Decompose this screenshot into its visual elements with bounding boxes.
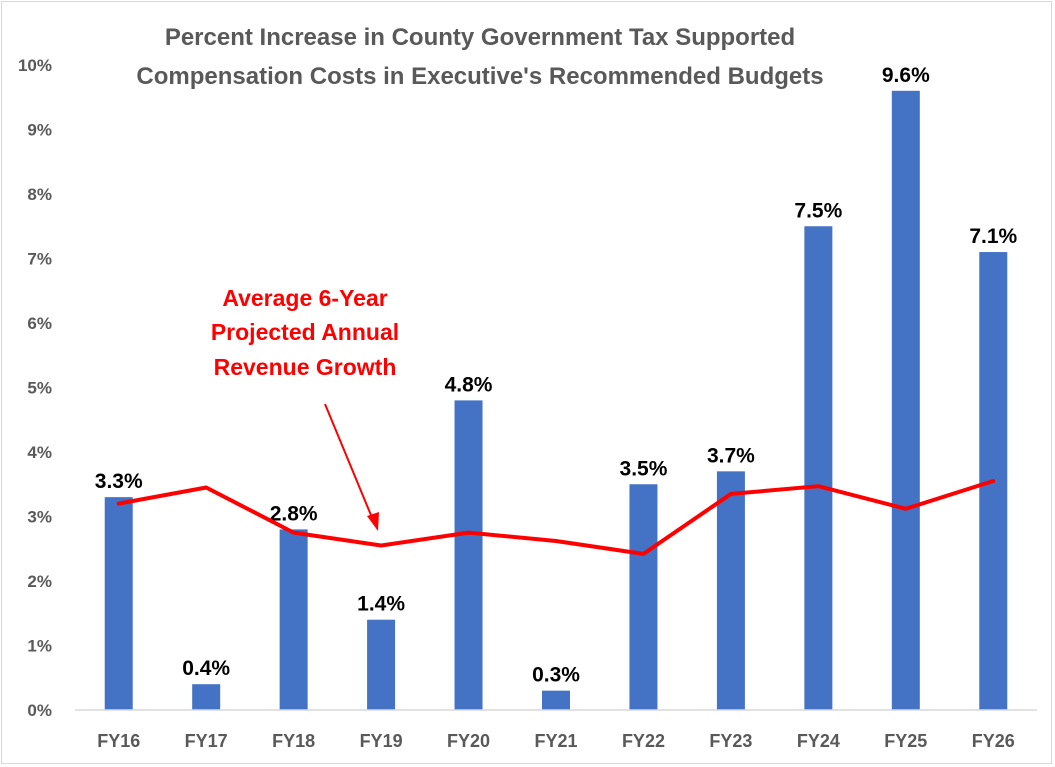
y-tick-label: 7% <box>27 250 52 269</box>
x-tick-label: FY24 <box>797 731 840 751</box>
bar-data-label: 3.5% <box>620 457 668 480</box>
line-series <box>116 479 996 556</box>
annotation-line-3: Revenue Growth <box>214 354 397 380</box>
y-tick-label: 8% <box>27 185 52 204</box>
y-tick-label: 3% <box>27 508 52 527</box>
x-tick-label: FY20 <box>447 731 490 751</box>
y-tick-label: 0% <box>27 701 52 720</box>
bar-fy23 <box>716 471 745 710</box>
bar-data-label: 2.8% <box>270 502 318 525</box>
bar-fy22 <box>629 484 658 710</box>
y-tick-label: 5% <box>27 379 52 398</box>
annotation-line-2: Projected Annual <box>211 319 399 345</box>
x-tick-label: FY25 <box>884 731 927 751</box>
bar-fy16 <box>104 497 133 710</box>
bar-fy24 <box>804 226 833 710</box>
y-tick-label: 6% <box>27 314 52 333</box>
bar-data-label: 3.7% <box>707 444 755 467</box>
y-tick-label: 2% <box>27 572 52 591</box>
x-tick-label: FY17 <box>185 731 228 751</box>
bar-fy25 <box>891 90 920 711</box>
y-tick-label: 1% <box>27 637 52 656</box>
chart-title-line-2: Compensation Costs in Executive's Recomm… <box>136 63 823 90</box>
bar-data-label: 3.3% <box>95 470 143 493</box>
bar-fy17 <box>192 684 221 710</box>
bar-fy20 <box>454 400 483 710</box>
x-axis-ticks: FY16 FY17 FY18 FY19 FY20 FY21 FY22 FY23 FY24 FY25… <box>97 731 1015 751</box>
chart-title-line-1: Percent Increase in County Government Ta… <box>165 24 795 51</box>
bar-data-label: 9.6% <box>882 64 930 87</box>
bar-series <box>104 90 1008 711</box>
revenue-growth-line <box>116 479 996 556</box>
y-tick-label: 4% <box>27 443 52 462</box>
annotation-arrow-head <box>367 512 379 531</box>
x-tick-label: FY23 <box>709 731 752 751</box>
bar-data-label: 7.1% <box>969 225 1017 248</box>
x-tick-label: FY18 <box>272 731 315 751</box>
bar-fy19 <box>367 619 396 710</box>
annotation-arrow-shaft <box>324 403 374 521</box>
y-tick-label: 9% <box>27 121 52 140</box>
y-tick-label: 10% <box>18 56 52 75</box>
bar-data-label: 0.3% <box>532 664 580 687</box>
bar-data-labels: 3.3% 0.4% 2.8% 1.4% 4.8% 0.3% 3.5% 3.7% 7.5% 9.6%… <box>95 64 1018 687</box>
x-tick-label: FY26 <box>972 731 1015 751</box>
bar-fy18 <box>279 529 308 710</box>
x-tick-label: FY16 <box>97 731 140 751</box>
x-tick-label: FY19 <box>360 731 403 751</box>
revenue-growth-annotation: Average 6-Year Projected Annual Revenue … <box>211 285 399 531</box>
bar-data-label: 0.4% <box>182 657 230 680</box>
y-axis-ticks: 0% 1% 2% 3% 4% 5% 6% 7% 8% 9% 10% <box>18 56 52 720</box>
bar-data-label: 4.8% <box>445 373 493 396</box>
annotation-line-1: Average 6-Year <box>222 285 387 311</box>
bar-data-label: 7.5% <box>794 199 842 222</box>
x-tick-label: FY22 <box>622 731 665 751</box>
bar-data-label: 1.4% <box>357 593 405 616</box>
bar-fy21 <box>542 690 570 710</box>
x-tick-label: FY21 <box>534 731 577 751</box>
